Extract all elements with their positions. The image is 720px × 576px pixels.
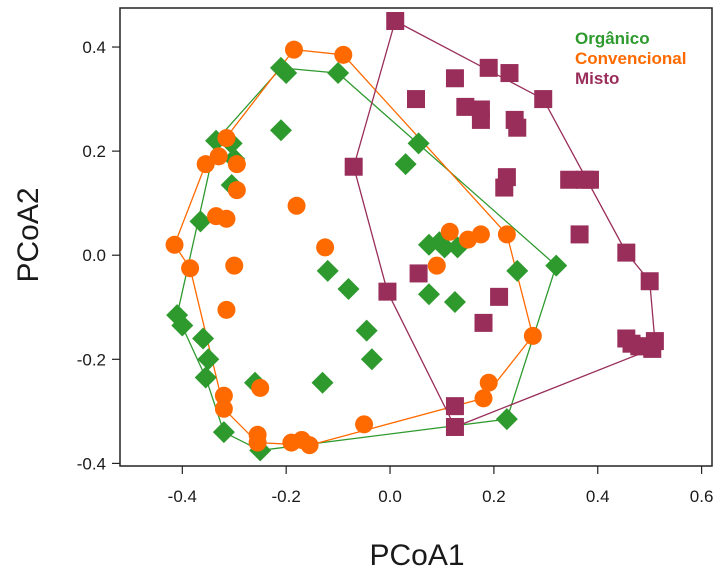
point-convencional <box>214 386 233 405</box>
point-organico <box>275 62 298 85</box>
point-misto <box>645 332 664 351</box>
point-organico <box>545 254 568 277</box>
point-organico <box>269 119 292 142</box>
point-convencional <box>497 225 516 244</box>
y-tick-label: -0.2 <box>77 350 106 369</box>
point-convencional <box>316 238 335 257</box>
point-organico <box>394 153 417 176</box>
legend-label-convencional: Convencional <box>575 49 686 68</box>
point-organico <box>506 259 529 282</box>
point-misto <box>456 97 475 116</box>
plot-frame <box>119 7 713 467</box>
point-convencional <box>217 209 236 228</box>
point-convencional <box>227 155 246 174</box>
y-tick-label: 0.2 <box>82 142 106 161</box>
point-convencional <box>225 256 244 275</box>
x-axis-title: PCoA1 <box>369 539 464 572</box>
point-convencional <box>209 147 228 166</box>
x-tick-label: 0.2 <box>482 487 506 506</box>
point-misto <box>445 397 464 416</box>
point-organico <box>316 259 339 282</box>
point-convencional <box>284 40 303 59</box>
point-organico <box>192 327 215 350</box>
x-axis: -0.4 -0.2 0.0 0.2 0.4 0.6 <box>168 466 714 506</box>
point-convencional <box>440 222 459 241</box>
point-misto <box>386 12 405 31</box>
point-misto <box>378 282 397 301</box>
point-misto <box>495 178 514 197</box>
point-misto <box>570 225 589 244</box>
point-organico <box>337 278 360 301</box>
point-convencional <box>523 326 542 345</box>
x-tick-label: 0.6 <box>690 487 714 506</box>
point-misto <box>508 118 527 137</box>
point-misto <box>407 90 425 109</box>
point-convencional <box>227 181 246 200</box>
point-convencional <box>300 436 319 455</box>
point-misto <box>500 64 519 83</box>
point-organico <box>197 348 220 371</box>
point-organico <box>171 314 194 337</box>
point-convencional <box>334 45 353 64</box>
y-axis: 0.4 0.2 0.0 -0.2 -0.4 <box>77 38 120 473</box>
y-tick-label: -0.4 <box>77 454 106 473</box>
point-convencional <box>427 256 446 275</box>
point-organico <box>327 62 350 85</box>
point-convencional <box>251 378 270 397</box>
point-organico <box>417 283 440 306</box>
point-convencional <box>217 129 236 148</box>
point-organico <box>495 408 518 431</box>
y-axis-title: PCoA2 <box>12 187 45 282</box>
point-convencional <box>287 196 306 215</box>
point-convencional <box>181 259 200 278</box>
point-organico <box>311 371 334 394</box>
point-convencional <box>248 433 267 452</box>
y-tick-label: 0.4 <box>82 38 106 57</box>
point-misto <box>471 110 490 129</box>
point-convencional <box>196 155 215 174</box>
point-convencional <box>165 235 184 254</box>
point-convencional <box>474 389 493 408</box>
points-layer <box>165 12 664 462</box>
point-misto <box>445 417 464 436</box>
y-tick-label: 0.0 <box>82 246 106 265</box>
point-misto <box>474 313 493 332</box>
point-organico <box>194 366 217 389</box>
point-convencional <box>479 373 498 392</box>
point-misto <box>409 264 428 283</box>
point-misto <box>445 69 464 88</box>
x-tick-label: -0.2 <box>272 487 301 506</box>
point-organico <box>212 421 235 444</box>
x-tick-label: 0.0 <box>378 487 402 506</box>
point-misto <box>534 90 553 109</box>
point-organico <box>407 132 430 155</box>
point-misto <box>490 287 509 306</box>
point-convencional <box>217 300 236 319</box>
point-misto <box>580 170 599 189</box>
point-convencional <box>355 415 374 434</box>
legend-label-misto: Misto <box>575 69 619 88</box>
point-organico <box>443 291 466 314</box>
point-misto <box>560 170 579 189</box>
point-convencional <box>471 225 490 244</box>
x-tick-label: -0.4 <box>168 487 197 506</box>
x-tick-label: 0.4 <box>586 487 610 506</box>
point-misto <box>479 58 498 77</box>
point-convencional <box>214 399 233 418</box>
point-organico <box>355 319 378 342</box>
point-organico <box>189 210 212 233</box>
legend-label-organico: Orgânico <box>575 29 650 48</box>
point-misto <box>617 243 636 262</box>
point-misto <box>640 272 659 291</box>
point-organico <box>360 348 383 371</box>
point-organico <box>433 236 456 259</box>
point-misto <box>344 157 363 176</box>
